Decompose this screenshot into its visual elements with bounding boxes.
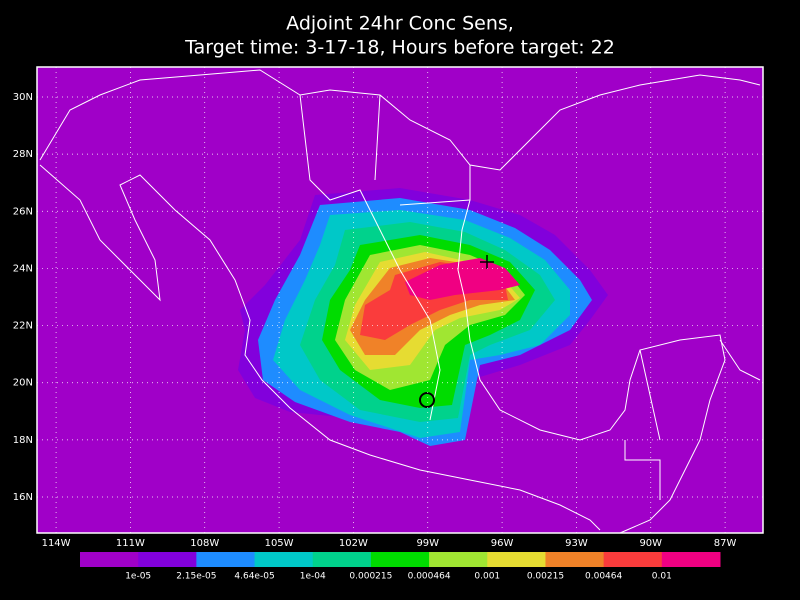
coastline <box>39 69 761 171</box>
lon-label: 111W <box>116 538 145 549</box>
colorbar-label: 0.000215 <box>349 572 392 582</box>
lon-label: 114W <box>42 538 71 549</box>
lon-label: 93W <box>565 538 588 549</box>
colorbar-box <box>603 552 663 567</box>
colorbar-box <box>429 552 488 567</box>
colorbar-box <box>487 552 546 567</box>
colorbar-label: 0.00464 <box>585 572 622 582</box>
colorbar-label: 1e-05 <box>125 572 151 582</box>
colorbar-box <box>312 552 372 567</box>
coastline <box>457 165 726 534</box>
colorbar-box <box>545 552 605 567</box>
colorbar-label: 0.000464 <box>408 572 451 582</box>
colorbar-box <box>370 552 430 567</box>
lat-label: 24N <box>13 263 33 274</box>
title-line: Adjoint 24hr Conc Sens, <box>286 13 514 35</box>
colorbar-label: 2.15e-05 <box>176 572 216 582</box>
lon-label: 102W <box>339 538 368 549</box>
colorbar-box <box>138 552 197 567</box>
colorbar-box <box>661 552 721 567</box>
lat-label: 28N <box>13 149 33 160</box>
title-line: Target time: 3-17-18, Hours before targe… <box>184 37 615 59</box>
coastline <box>299 94 761 500</box>
contour <box>405 258 520 300</box>
source-marker <box>419 392 435 408</box>
plot-area <box>37 67 763 534</box>
lat-label: 18N <box>13 435 33 446</box>
lon-label: 108W <box>190 538 219 549</box>
colorbar-label: 0.00215 <box>527 572 564 582</box>
lat-label: 26N <box>13 206 33 217</box>
colorbar-label: 1e-04 <box>300 572 326 582</box>
colorbar-label: 0.01 <box>652 572 672 582</box>
lat-label: 30N <box>13 92 33 103</box>
lat-label: 16N <box>13 492 33 503</box>
colorbar-box <box>196 552 256 567</box>
lat-label: 20N <box>13 378 33 389</box>
lat-label: 22N <box>13 321 33 332</box>
lon-label: 87W <box>714 538 737 549</box>
lon-label: 105W <box>265 538 294 549</box>
lon-label: 90W <box>639 538 662 549</box>
colorbar-box <box>254 552 314 567</box>
coastline <box>39 164 601 531</box>
plot-frame <box>36 66 764 534</box>
colorbar-label: 4.64e-05 <box>234 572 274 582</box>
lon-label: 99W <box>416 538 439 549</box>
lon-label: 96W <box>491 538 514 549</box>
colorbar-box <box>80 552 139 567</box>
colorbar-label: 0.001 <box>474 572 500 582</box>
